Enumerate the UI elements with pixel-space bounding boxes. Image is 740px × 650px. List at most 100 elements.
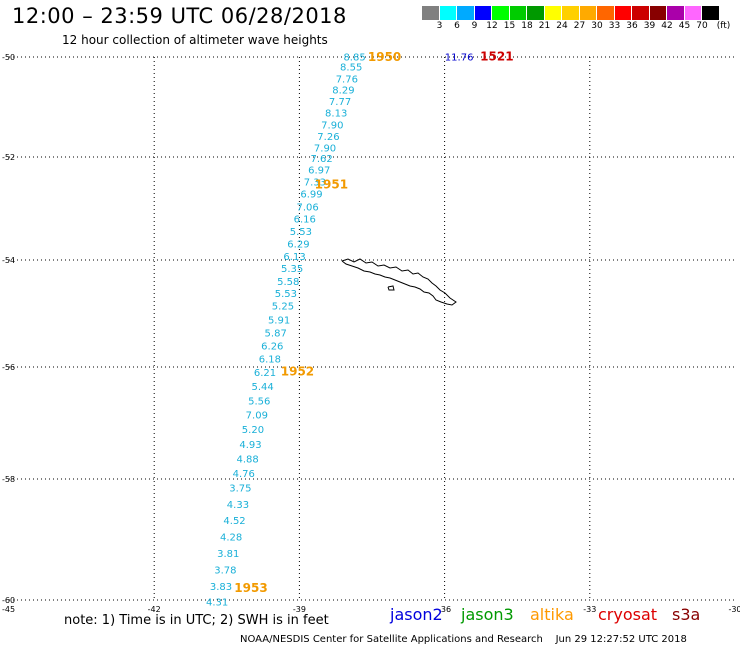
altika-track: 8.858.557.768.297.778.137.907.267.907.62…	[206, 50, 514, 609]
swh-value: 3.83	[210, 582, 232, 593]
lon-tick-label: -36	[438, 605, 451, 614]
agency-credit: NOAA/NESDIS Center for Satellite Applica…	[240, 634, 543, 645]
scale-tick-label: 36	[626, 21, 638, 31]
scale-tick-label: 39	[643, 21, 656, 31]
satellite-jason3: jason3	[461, 605, 514, 624]
cycle-label: 1953	[234, 581, 267, 595]
scale-swatch	[492, 6, 510, 20]
scale-swatch	[632, 6, 650, 20]
scale-unit-label: (ft)	[716, 21, 731, 31]
scale-swatch	[684, 6, 702, 20]
scale-swatch	[562, 6, 580, 20]
swh-value: 5.53	[275, 289, 297, 300]
scale-tick-label: 45	[678, 21, 691, 31]
scale-tick-label: 6	[454, 21, 460, 31]
swh-value: 3.75	[229, 484, 251, 495]
scale-swatch	[702, 6, 720, 20]
other-pass-value: 1521	[480, 50, 513, 64]
swh-value: 6.21	[254, 368, 276, 379]
swh-value: 7.09	[246, 411, 268, 422]
scale-tick-label: 15	[503, 21, 516, 31]
swh-value: 8.85	[343, 53, 365, 64]
swh-value: 5.44	[251, 382, 273, 393]
cycle-label: 1951	[315, 177, 348, 191]
south-georgia-coastline	[341, 258, 457, 306]
lat-tick-label: -52	[2, 153, 15, 162]
swh-value: 7.62	[311, 154, 333, 165]
scale-swatch	[439, 6, 457, 20]
satellite-altika: altika	[530, 605, 574, 624]
satellite-jason2: jason2	[390, 605, 443, 624]
swh-value: 7.33	[304, 178, 326, 189]
lon-tick-label: -30	[728, 605, 740, 614]
island-outline	[341, 258, 457, 306]
lat-tick-label: -50	[2, 53, 15, 62]
swh-value: 6.13	[283, 252, 305, 263]
axis-tick-labels: -50 -52 -54 -56 -58 -60-45 -42 -39 -36 -33 -30	[2, 53, 740, 614]
swh-value: 4.76	[233, 469, 255, 480]
satellite-s3a: s3a	[672, 605, 701, 624]
map-subtitle: 12 hour collection of altimeter wave hei…	[62, 33, 328, 47]
swh-value: 4.28	[220, 533, 242, 544]
scale-tick-label: 30	[591, 21, 603, 31]
other-pass-value: 11.76	[445, 53, 474, 64]
scale-tick-label: 24	[556, 21, 568, 31]
swh-value: 4.31	[206, 597, 228, 608]
swh-value: 7.77	[329, 97, 351, 108]
swh-value: 7.90	[321, 121, 343, 132]
map-title: 12:00 – 23:59 UTC 06/28/2018	[12, 4, 347, 28]
swh-value: 4.52	[223, 516, 245, 527]
swh-value: 8.13	[325, 109, 347, 120]
scale-tick-label: 18	[521, 21, 533, 31]
scale-swatch	[649, 6, 667, 20]
lat-tick-label: -54	[2, 256, 15, 265]
units-note: note: 1) Time is in UTC; 2) SWH is in fe…	[64, 613, 329, 628]
scale-swatch	[579, 6, 597, 20]
swh-value: 5.58	[277, 277, 299, 288]
swh-value: 4.33	[227, 500, 249, 511]
swh-value: 3.78	[214, 565, 236, 576]
swh-value: 8.55	[340, 63, 362, 74]
scale-swatch	[422, 6, 440, 20]
lon-tick-label: -33	[583, 605, 596, 614]
lat-tick-label: -58	[2, 475, 15, 484]
scale-swatch	[544, 6, 562, 20]
scale-swatch	[614, 6, 632, 20]
swh-value: 7.26	[317, 132, 339, 143]
swh-value: 6.18	[259, 354, 281, 365]
wave-height-color-scale	[422, 6, 720, 20]
scale-tick-label: 21	[538, 21, 551, 31]
scale-tick-label: 70	[696, 21, 708, 31]
scale-swatch	[474, 6, 492, 20]
scale-tick-label: 27	[573, 21, 586, 31]
swh-value: 5.87	[265, 328, 287, 339]
lat-tick-label: -60	[2, 596, 15, 605]
swh-value: 6.29	[287, 240, 309, 251]
cycle-labels: 1950 1951 1952 1953	[234, 50, 401, 595]
scale-tick-label: 3	[436, 21, 443, 31]
swh-value: 7.06	[296, 202, 318, 213]
lon-tick-label: -42	[148, 605, 161, 614]
lon-tick-label: -39	[293, 605, 306, 614]
swh-value: 6.16	[294, 214, 316, 225]
satellite-cryosat: cryosat	[598, 605, 658, 624]
lon-tick-label: -45	[2, 605, 15, 614]
graticule	[9, 56, 735, 601]
swh-value: 7.76	[336, 75, 358, 86]
scale-tick-label: 42	[661, 21, 673, 31]
swh-value: 5.56	[248, 397, 270, 408]
cycle-label: 1952	[281, 364, 314, 378]
scale-tick-label: 9	[471, 21, 478, 31]
scale-swatch	[667, 6, 685, 20]
scale-swatch	[527, 6, 545, 20]
footer-credit: NOAA/NESDIS Center for Satellite Applica…	[240, 634, 687, 645]
scale-tick-label: 12	[486, 21, 498, 31]
cycle-label: 1950	[368, 50, 401, 64]
scale-swatch	[597, 6, 615, 20]
swh-value: 5.91	[268, 315, 290, 326]
generation-timestamp: Jun 29 12:27:52 UTC 2018	[555, 634, 687, 645]
scale-swatch	[509, 6, 527, 20]
scale-tick-label: 33	[608, 21, 621, 31]
